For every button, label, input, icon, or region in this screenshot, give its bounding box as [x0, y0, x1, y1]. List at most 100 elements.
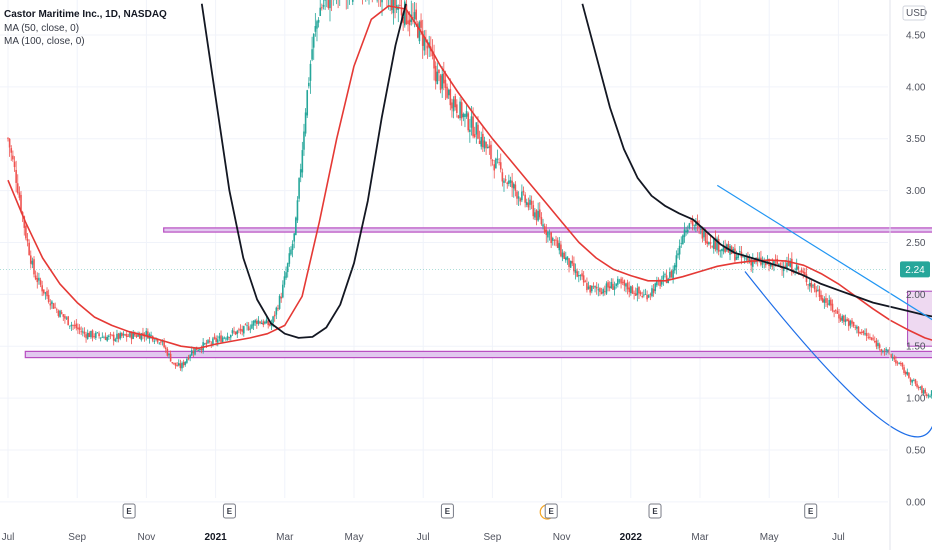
candle-body: [695, 222, 697, 227]
candle-body: [286, 263, 289, 273]
chart-legend: Castor Maritime Inc., 1D, NASDAQ MA (50,…: [4, 8, 167, 49]
candle-body: [820, 295, 822, 300]
candle-body: [480, 137, 483, 147]
candle-body: [688, 223, 691, 229]
candle-body: [403, 1, 406, 26]
y-tick-label: 1.00: [906, 394, 926, 405]
candle-body: [680, 243, 683, 245]
candle-body: [825, 298, 827, 303]
candle-body: [745, 258, 748, 260]
candle-body: [488, 145, 491, 148]
earnings-marker-box: [544, 503, 558, 519]
candle-body: [127, 335, 130, 337]
candle-body: [670, 271, 673, 278]
consolidation-rectangle[interactable]: [907, 290, 932, 347]
candle-body: [706, 241, 709, 245]
y-tick-label: 2.00: [906, 290, 926, 301]
candle-body: [773, 260, 775, 265]
y-tick-label: 2.50: [906, 238, 926, 249]
candle-body: [59, 310, 61, 318]
horizontal-zones[interactable]: [24, 227, 932, 359]
candle-body: [156, 338, 159, 343]
candle-body: [682, 235, 684, 245]
candle-body: [564, 257, 567, 261]
candle-body: [98, 333, 100, 337]
parabolic-curve[interactable]: [744, 234, 932, 438]
candle-body: [896, 362, 899, 364]
candle-body: [218, 336, 221, 339]
candle-body: [298, 178, 300, 199]
candle-body: [784, 265, 787, 267]
ma50-path: [7, 5, 932, 350]
candle-body: [672, 269, 674, 280]
earnings-markers[interactable]: EEEEEEE: [122, 503, 932, 520]
candle-body: [630, 286, 632, 294]
candle-body: [12, 155, 14, 160]
candle-body: [530, 200, 533, 205]
candle-body: [18, 192, 21, 198]
candle-body: [184, 361, 187, 365]
candle-body: [220, 335, 222, 342]
candle-body: [683, 229, 686, 238]
candle-body: [29, 255, 32, 264]
candle-body: [888, 348, 891, 355]
candle-body: [221, 337, 224, 343]
candle-body: [498, 162, 500, 164]
ma100-line: [200, 3, 932, 339]
x-tick-label: Mar: [276, 532, 294, 543]
candle-body: [916, 383, 918, 387]
candle-body: [262, 321, 265, 326]
candle-body: [568, 258, 570, 267]
candle-body: [802, 271, 805, 274]
candle-body: [656, 280, 658, 286]
candle-body: [735, 256, 738, 260]
candle-body: [589, 285, 591, 293]
candle-body: [883, 350, 886, 352]
candle-body: [418, 21, 421, 42]
candle-body: [519, 198, 522, 202]
candle-body: [485, 141, 487, 148]
candle-body: [130, 332, 133, 340]
candle-body: [174, 362, 177, 366]
candle-body: [257, 320, 260, 324]
candle-body: [930, 390, 932, 396]
downtrend-line[interactable]: [716, 184, 932, 393]
candle-body: [675, 255, 678, 268]
candle-body: [566, 256, 569, 260]
ma100-path: [200, 3, 407, 339]
candle-body: [859, 332, 861, 334]
candle-body: [551, 238, 554, 241]
candle-body: [698, 225, 700, 228]
candle-body: [882, 350, 884, 352]
candle-body: [649, 294, 652, 295]
candle-body: [899, 363, 902, 365]
candle-body: [769, 262, 772, 267]
candle-body: [438, 69, 440, 74]
candle-body: [314, 26, 317, 32]
candle-body: [299, 169, 302, 178]
candle-body: [433, 54, 435, 69]
candle-body: [75, 323, 78, 329]
candle-body: [251, 324, 253, 329]
candle-body: [836, 310, 839, 314]
earnings-marker-box: [222, 503, 236, 519]
candle-body: [104, 336, 107, 341]
candle-body: [851, 320, 853, 324]
candle-body: [417, 23, 419, 38]
candle-body: [176, 365, 178, 367]
candle-body: [499, 162, 502, 170]
candle-body: [620, 278, 622, 284]
candle-body: [351, 0, 354, 2]
candle-body: [234, 331, 237, 335]
candle-body: [509, 180, 512, 183]
x-tick-label: 2022: [620, 532, 643, 543]
currency-label: USD: [906, 8, 927, 19]
candle-body: [93, 336, 95, 338]
candle-body: [537, 211, 539, 221]
candle-body: [647, 295, 650, 298]
candle-body: [571, 260, 574, 264]
candle-body: [129, 332, 131, 337]
legend-ma50: MA (50, close, 0): [4, 22, 80, 34]
y-tick-label: 3.00: [906, 186, 926, 197]
